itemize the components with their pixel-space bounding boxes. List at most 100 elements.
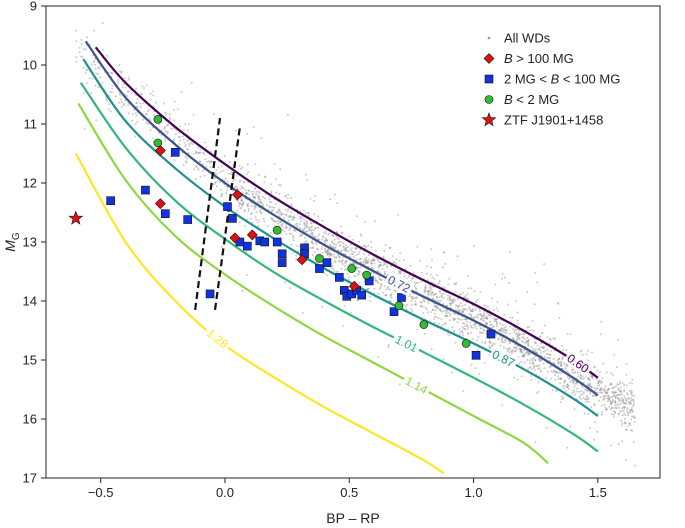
wd-dot (566, 386, 569, 389)
wd-dot (458, 310, 460, 313)
wd-dot (579, 376, 582, 379)
wd-dot (605, 390, 608, 393)
wd-dot (351, 262, 354, 265)
wd-dot (529, 352, 532, 355)
wd-dot (501, 273, 504, 275)
wd-dot (305, 226, 308, 229)
wd-dot (470, 309, 472, 312)
wd-dot (440, 294, 443, 297)
wd-dot (432, 297, 434, 300)
square-point (161, 209, 170, 218)
wd-dot (335, 271, 338, 273)
wd-dot (543, 367, 546, 370)
wd-dot (247, 209, 250, 212)
wd-dot (359, 261, 362, 263)
wd-dot (478, 308, 481, 310)
wd-dot (462, 311, 465, 314)
wd-dot (481, 332, 483, 334)
y-tick-label: 14 (23, 294, 37, 309)
wd-dot (190, 142, 193, 145)
square-point (389, 307, 399, 316)
wd-dot (295, 223, 297, 226)
wd-dot (624, 397, 627, 400)
wd-dot (514, 329, 517, 331)
wd-dot (334, 246, 337, 249)
wd-dot (466, 274, 469, 277)
wd-dot (568, 377, 571, 380)
wd-dot (487, 306, 489, 309)
wd-dot (466, 298, 469, 301)
circle-point (394, 301, 404, 311)
wd-dot (565, 390, 567, 393)
wd-dot (496, 318, 499, 321)
wd-dot (141, 85, 144, 88)
wd-dot (268, 198, 271, 201)
wd-dot (118, 64, 121, 66)
wd-dot (562, 349, 565, 352)
wd-dot (448, 334, 451, 337)
wd-dot (563, 381, 566, 384)
wd-dot (333, 242, 336, 245)
wd-dot (370, 271, 373, 274)
circle-point (419, 320, 429, 329)
wd-dot (561, 358, 564, 361)
wd-dot (565, 349, 568, 351)
wd-dot (408, 274, 411, 277)
wd-dot (611, 398, 614, 401)
wd-dot (335, 244, 338, 247)
wd-dot (374, 277, 377, 280)
wd-dot (451, 299, 454, 302)
wd-dot (534, 355, 537, 358)
wd-dot (331, 265, 334, 268)
wd-dot (284, 226, 287, 229)
wd-dot (609, 408, 612, 411)
wd-dot (290, 211, 293, 214)
wd-dot (529, 375, 532, 377)
wd-dot (587, 400, 590, 403)
wd-dot (463, 296, 466, 299)
wd-dot (80, 55, 83, 58)
wd-dot (483, 304, 486, 307)
wd-dot (304, 236, 307, 239)
wd-dot (185, 143, 187, 146)
wd-dot (436, 306, 439, 309)
wd-dot (290, 215, 293, 218)
wd-dot (379, 264, 381, 267)
wd-dot (298, 235, 301, 238)
wd-dot (434, 305, 437, 308)
wd-dot (547, 356, 550, 359)
wd-dot (542, 347, 545, 350)
wd-dot (240, 199, 243, 202)
wd-dot (573, 385, 576, 388)
diamond-point (154, 198, 166, 210)
wd-dot (432, 308, 435, 311)
wd-dot (559, 364, 562, 367)
wd-dot (467, 332, 470, 335)
wd-dot (366, 262, 368, 264)
wd-dot (499, 344, 502, 347)
wd-dot (321, 219, 324, 222)
wd-dot (550, 370, 553, 373)
wd-dot (199, 151, 202, 154)
wd-dot (546, 371, 549, 373)
wd-dot (255, 211, 258, 214)
wd-dot (172, 108, 175, 111)
square-point (322, 258, 332, 267)
wd-dot (124, 93, 127, 96)
wd-dot (435, 304, 438, 307)
wd-dot (607, 398, 610, 401)
wd-dot (372, 256, 375, 259)
wd-dot (362, 261, 365, 264)
wd-dot (599, 333, 602, 336)
wd-dot (532, 367, 535, 369)
wd-dot (515, 347, 517, 350)
wd-dot (453, 317, 456, 320)
wd-dot (145, 84, 148, 87)
wd-dot (373, 287, 376, 290)
wd-dot (613, 353, 616, 356)
wd-dot (442, 358, 445, 361)
wd-dot (455, 282, 458, 285)
wd-dot (589, 383, 592, 386)
wd-dot (254, 163, 257, 166)
wd-dot (466, 297, 469, 300)
